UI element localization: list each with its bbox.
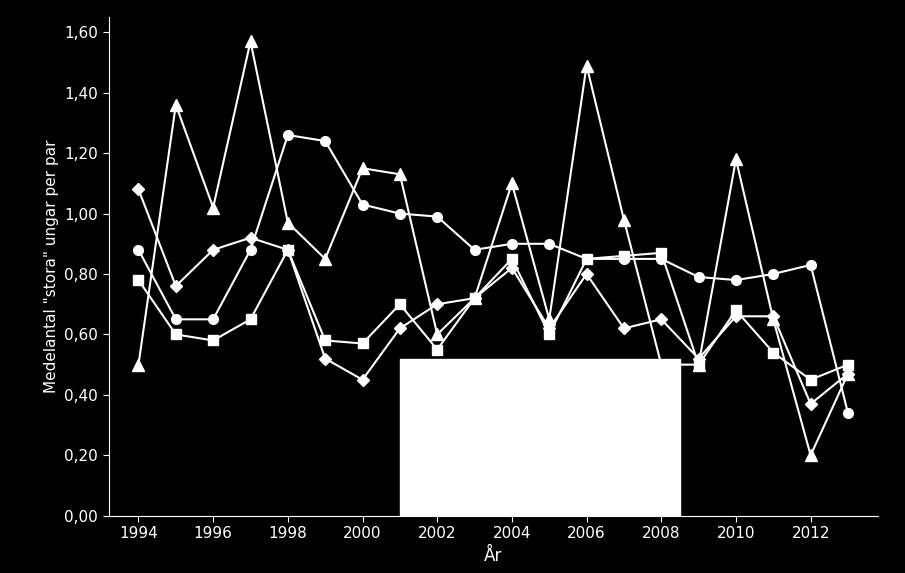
Y-axis label: Medelantal "stora" ungar per par: Medelantal "stora" ungar per par [43, 140, 59, 393]
Bar [400, 359, 680, 516]
X-axis label: År: År [484, 547, 502, 564]
